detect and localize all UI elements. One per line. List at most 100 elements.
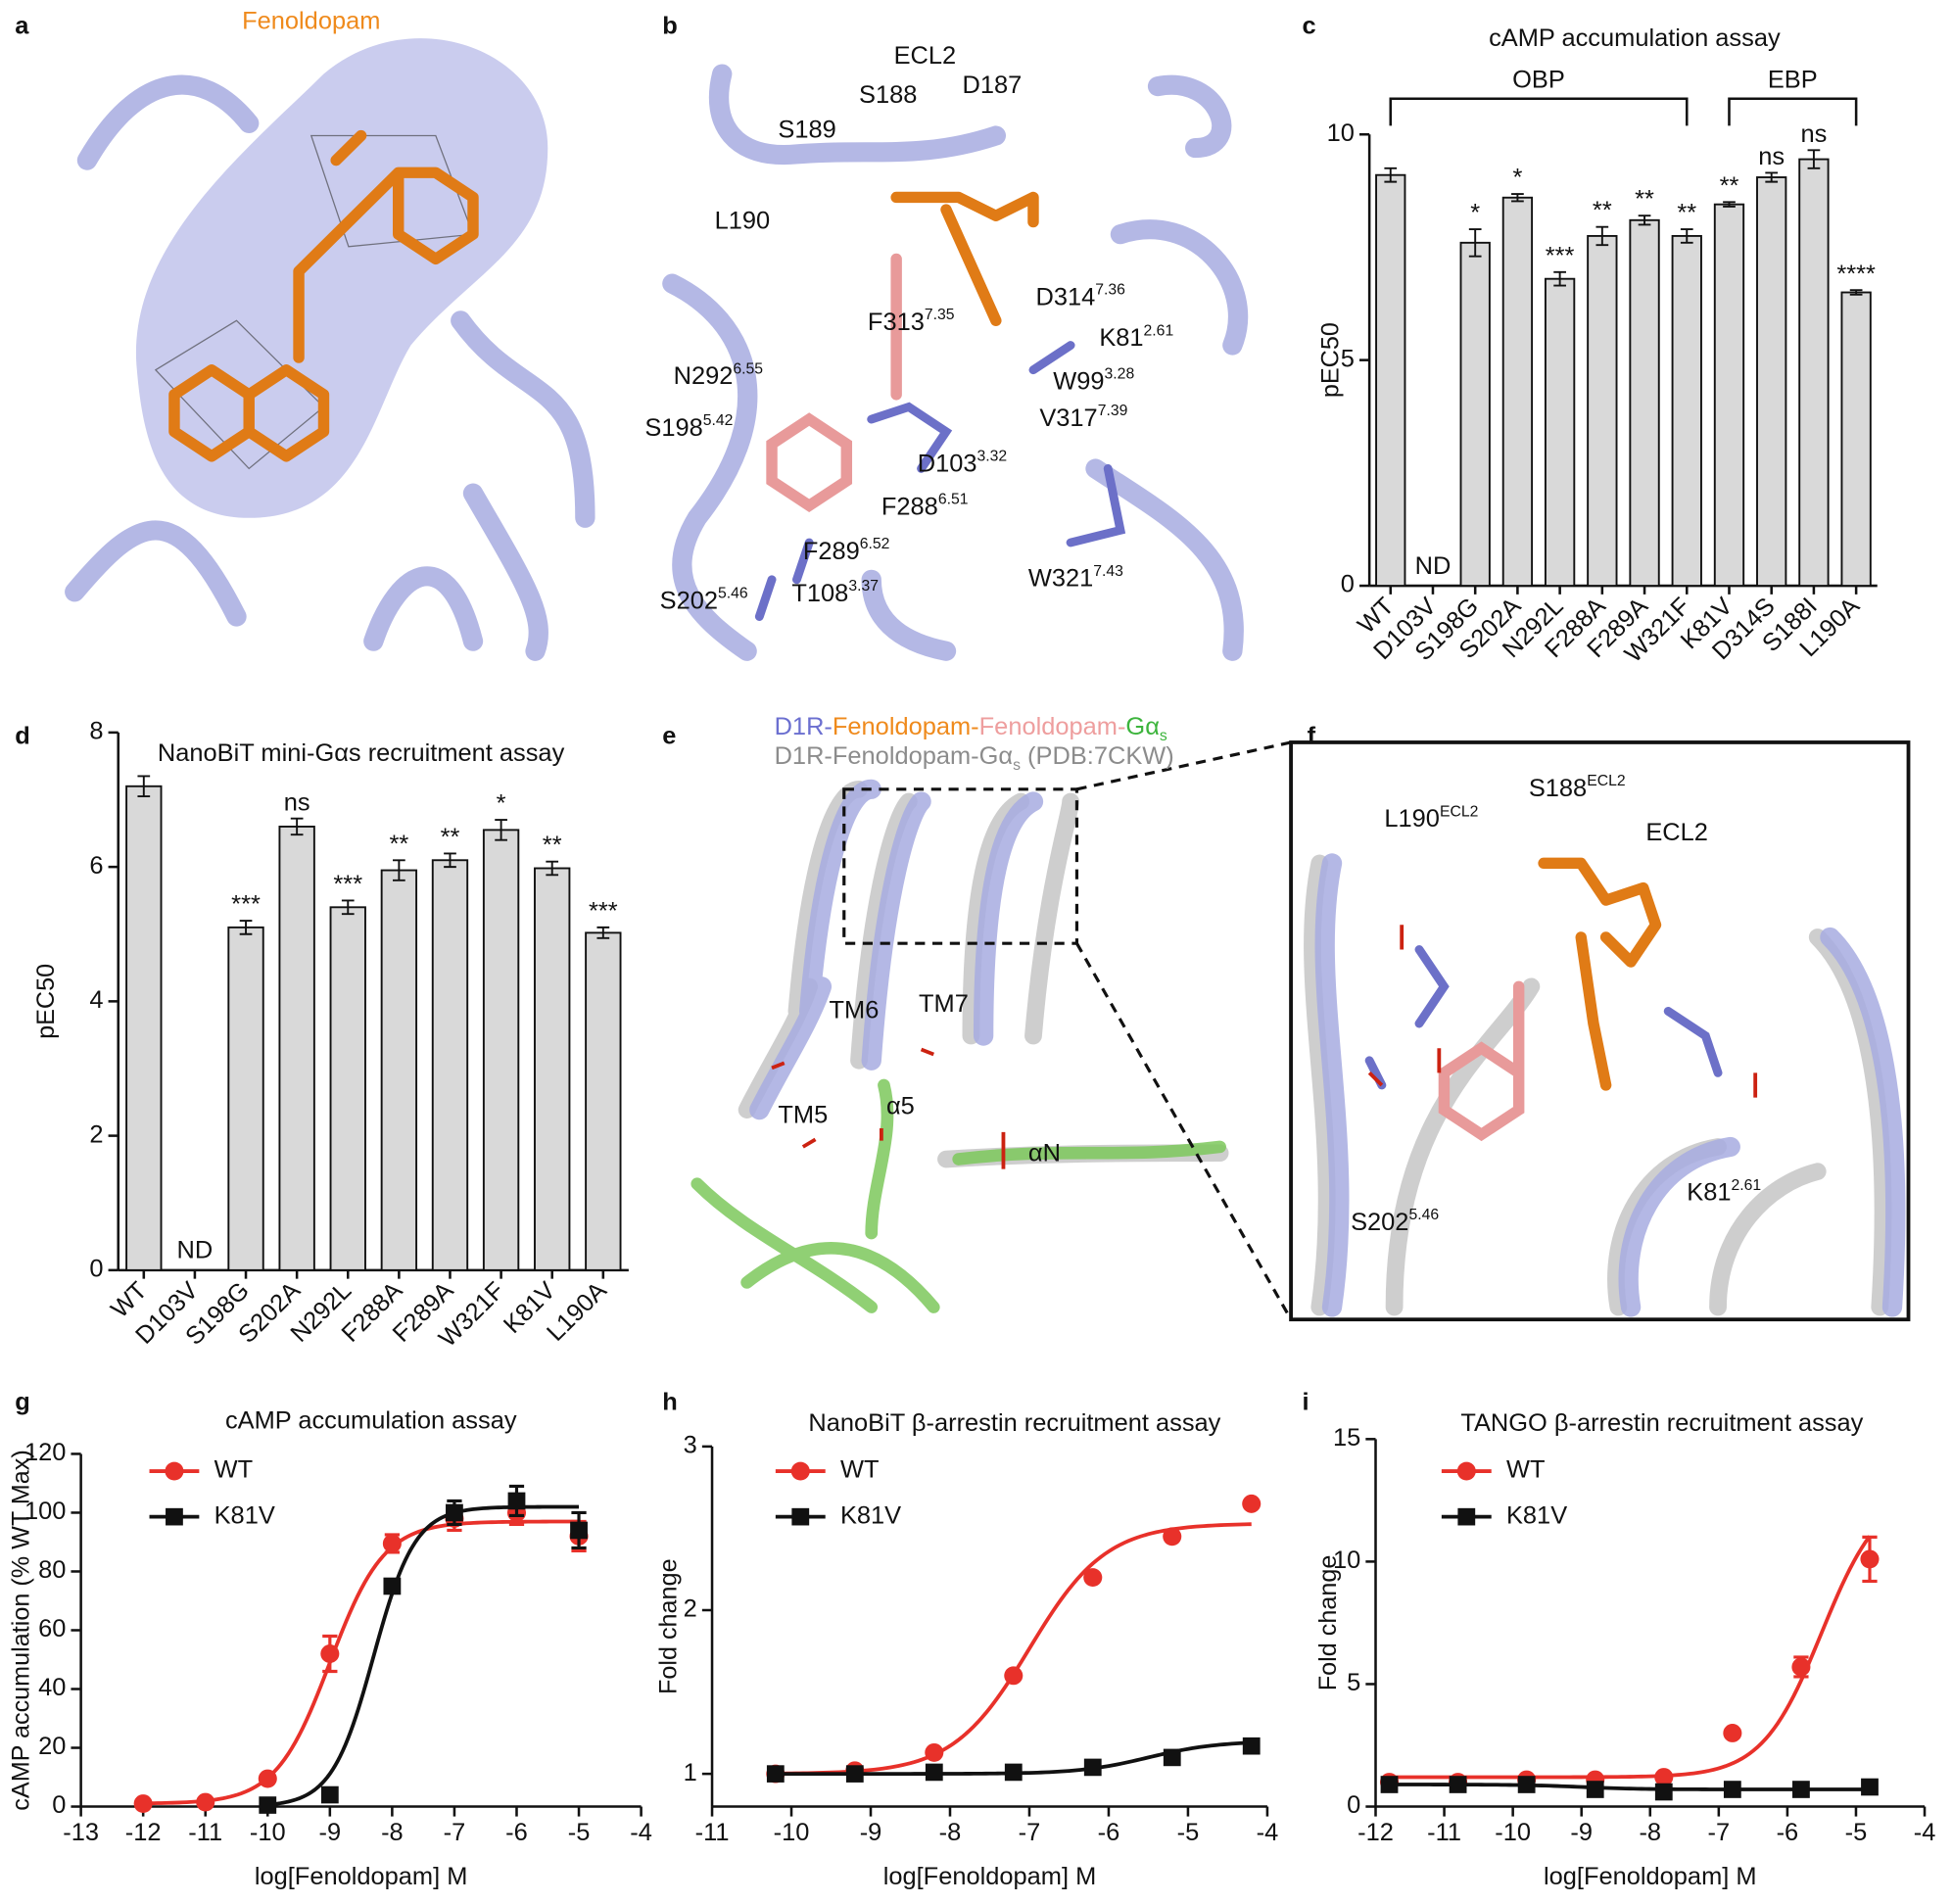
legend-marker — [790, 1461, 810, 1481]
data-point — [1791, 1657, 1811, 1677]
data-point — [1861, 1778, 1879, 1796]
residue-label: K812.61 — [1687, 1177, 1761, 1207]
fit-curve — [1389, 1535, 1872, 1780]
bar — [125, 785, 163, 1271]
fit-curve — [1389, 1783, 1870, 1791]
helix-label: αN — [1028, 1139, 1061, 1166]
x-tick-label: -9 — [319, 1819, 342, 1846]
data-point — [446, 1503, 463, 1522]
residue-label: S2025.46 — [660, 585, 748, 614]
residue-label-sup: 6.52 — [860, 536, 890, 552]
y-tick-label: 5 — [1347, 1669, 1360, 1696]
x-tick-label: -12 — [1357, 1819, 1394, 1846]
legend-marker — [1456, 1461, 1476, 1481]
residue-label-sup: 7.36 — [1095, 281, 1125, 298]
error-bar — [1849, 289, 1863, 296]
legend-part: D1R- — [775, 713, 833, 740]
x-tick-label: -10 — [774, 1819, 810, 1846]
chart-title: cAMP accumulation assay — [225, 1406, 517, 1434]
x-tick-label: -9 — [860, 1819, 882, 1846]
legend-label: K81V — [840, 1501, 901, 1529]
error-bar — [1553, 270, 1566, 287]
x-tick-label: L190A — [542, 1277, 612, 1347]
missing-label: ND — [177, 1237, 214, 1264]
significance-label: * — [1470, 200, 1480, 227]
residue-label: S1985.42 — [644, 412, 733, 442]
panel-letter: a — [15, 12, 29, 39]
structure-legend: D1R-Fenoldopam-Gαs (PDB:7CKW) — [775, 742, 1174, 774]
y-tick-label: 80 — [38, 1556, 66, 1584]
y-tick-label: 3 — [684, 1432, 697, 1459]
helix-label-main: αN — [1028, 1139, 1061, 1166]
residue-label-main: L190 — [715, 207, 771, 234]
significance-label: ** — [441, 824, 460, 851]
structure-b — [662, 0, 1258, 661]
error-bar — [1384, 167, 1398, 183]
y-tick-label: 5 — [1341, 345, 1355, 372]
residue-label-main: F288 — [881, 493, 938, 520]
chart-title: TANGO β-arrestin recruitment assay — [1460, 1409, 1863, 1437]
x-tick-label: -9 — [1570, 1819, 1593, 1846]
residue-label: L190 — [715, 207, 771, 234]
legend-label: WT — [1506, 1456, 1546, 1484]
structure-a — [65, 0, 595, 661]
bar — [1798, 158, 1830, 588]
x-axis-label: log[Fenoldopam] M — [883, 1863, 1097, 1890]
y-axis-label: cAMP accumulation (% WT Max) — [7, 1450, 34, 1810]
data-point — [766, 1765, 785, 1783]
residue-label-main: F313 — [868, 309, 925, 336]
bar — [1629, 218, 1660, 588]
helix-label-main: α5 — [886, 1092, 915, 1119]
significance-label: *** — [231, 891, 261, 919]
error-bar — [1595, 225, 1609, 247]
residue-label-sup: 3.32 — [977, 448, 1008, 464]
error-bar — [393, 859, 405, 881]
y-tick-label: 60 — [38, 1615, 66, 1642]
residue-label: ECL2 — [1645, 819, 1708, 846]
structure-e — [690, 740, 1293, 1320]
panel-letter: b — [662, 12, 678, 39]
bracket — [1728, 97, 1858, 126]
data-point — [1723, 1781, 1741, 1798]
fit-curve — [267, 1504, 580, 1807]
y-axis-label: Fold change — [1314, 1555, 1342, 1691]
chart-title: NanoBiT β-arrestin recruitment assay — [808, 1409, 1220, 1437]
data-point — [1586, 1781, 1604, 1798]
data-point — [133, 1794, 153, 1813]
residue-label-main: D314 — [1036, 283, 1096, 310]
residue-label-sup: 7.39 — [1098, 403, 1128, 419]
y-tick-label: 10 — [1333, 1547, 1360, 1574]
y-tick-label: 100 — [24, 1498, 66, 1525]
bar — [1840, 291, 1872, 588]
error-bar — [137, 775, 151, 798]
residue-label: F2896.52 — [803, 536, 890, 565]
residue-label: W993.28 — [1053, 365, 1134, 395]
helix-label: TM6 — [830, 996, 880, 1023]
x-tick-label: -8 — [1639, 1819, 1661, 1846]
residue-label-main: W321 — [1028, 565, 1093, 593]
bar — [431, 859, 469, 1271]
residue-label: D1033.32 — [918, 448, 1007, 477]
bar — [534, 867, 571, 1271]
x-tick-label: -5 — [1177, 1819, 1200, 1846]
panel-letter: h — [662, 1389, 678, 1416]
significance-label: ns — [1758, 143, 1785, 170]
panel-letter: d — [15, 723, 30, 750]
data-point — [1083, 1568, 1103, 1588]
chart-title: NanoBiT mini-Gαs recruitment assay — [158, 739, 565, 767]
significance-label: ** — [1635, 186, 1654, 214]
y-tick-label: 0 — [89, 1256, 103, 1283]
data-point — [1004, 1666, 1024, 1686]
bar — [1756, 176, 1787, 588]
y-tick-label: 0 — [1347, 1791, 1360, 1819]
data-point — [570, 1521, 588, 1540]
x-tick-label: -5 — [1845, 1819, 1868, 1846]
residue-label-sup: ECL2 — [1440, 803, 1478, 820]
error-bar — [239, 920, 253, 935]
data-point — [383, 1577, 402, 1595]
significance-label: ** — [389, 831, 408, 858]
significance-label: * — [1512, 165, 1522, 192]
x-tick-label: -4 — [1914, 1819, 1936, 1846]
y-tick-label: 40 — [38, 1674, 66, 1701]
residue-label: F2886.51 — [881, 491, 969, 520]
